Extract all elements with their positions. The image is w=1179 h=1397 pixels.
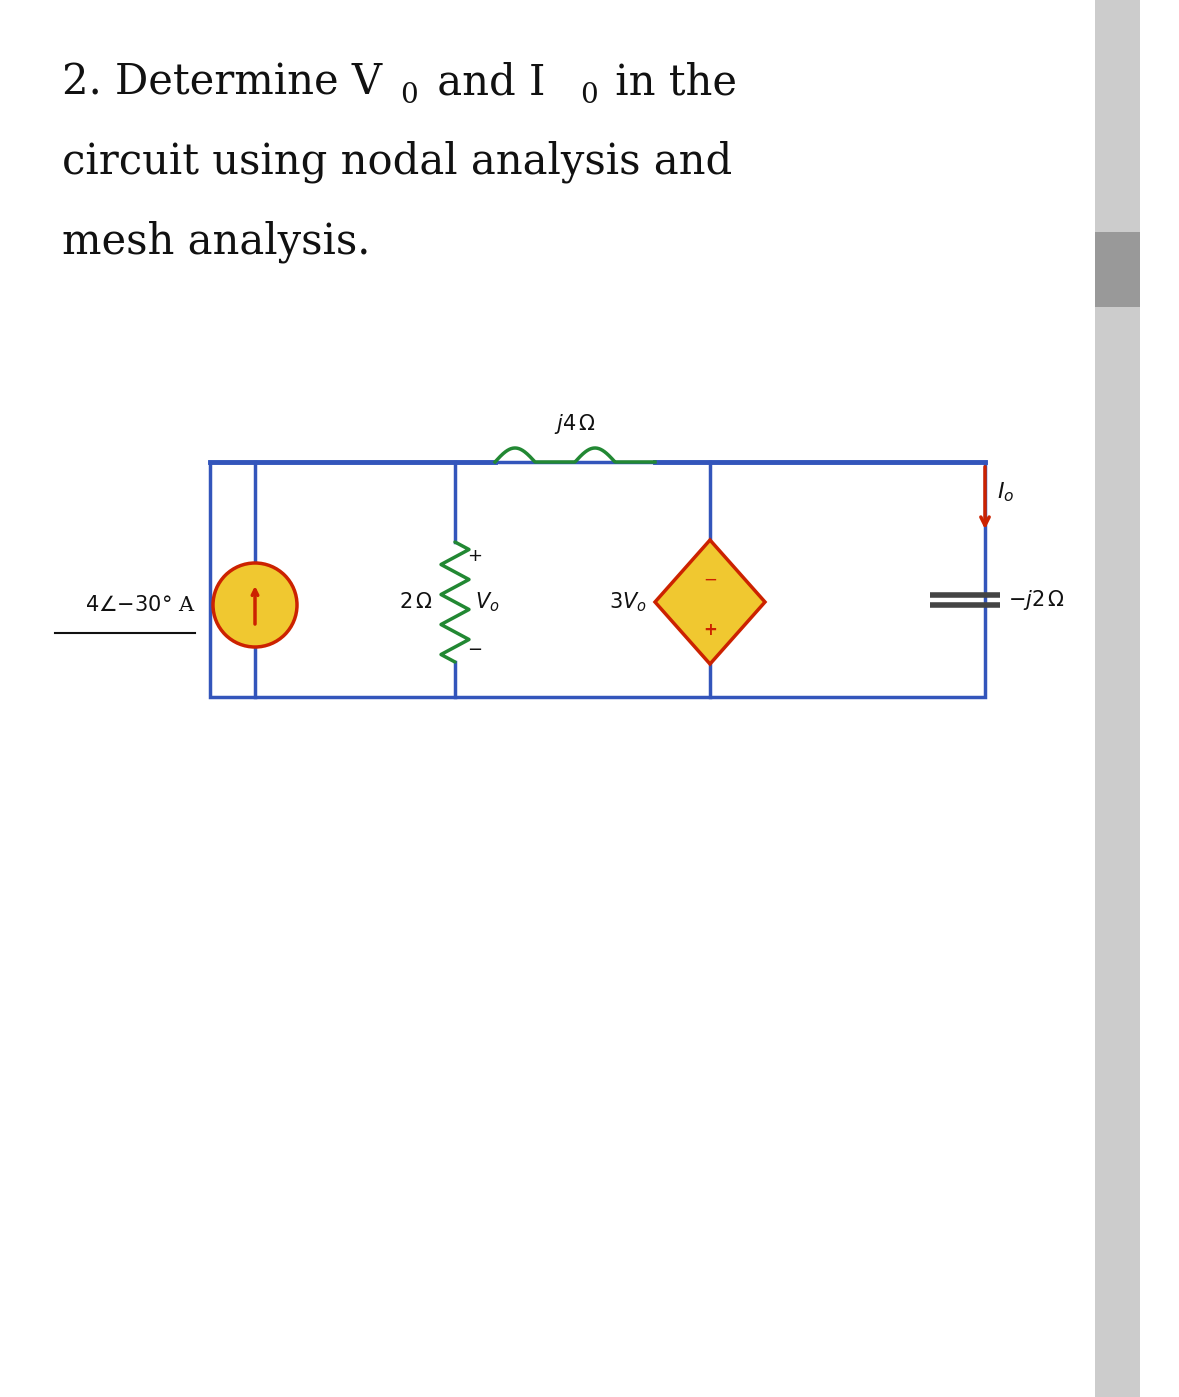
Text: mesh analysis.: mesh analysis.: [62, 221, 370, 263]
Bar: [1095, 0, 1140, 1397]
Bar: [210, 462, 984, 697]
Polygon shape: [656, 541, 765, 664]
Bar: [1095, 232, 1140, 307]
Circle shape: [213, 563, 297, 647]
Text: $-$: $-$: [703, 570, 717, 588]
Text: circuit using nodal analysis and: circuit using nodal analysis and: [62, 141, 732, 183]
Text: $j4\,\Omega$: $j4\,\Omega$: [554, 412, 595, 436]
Text: in the: in the: [602, 61, 737, 103]
Text: $4\angle{-30°}$ A: $4\angle{-30°}$ A: [85, 595, 195, 615]
Text: 2. Determine V: 2. Determine V: [62, 61, 382, 103]
Text: and I: and I: [424, 61, 546, 103]
Text: $V_o$: $V_o$: [475, 590, 500, 613]
Text: $2\,\Omega$: $2\,\Omega$: [400, 592, 433, 612]
Text: $-j2\,\Omega$: $-j2\,\Omega$: [1008, 588, 1065, 612]
Text: 0: 0: [580, 81, 598, 109]
Text: $-$: $-$: [467, 638, 482, 657]
Text: +: +: [467, 548, 482, 564]
Text: +: +: [703, 620, 717, 638]
Text: $3V_o$: $3V_o$: [610, 590, 647, 613]
Text: $I_o$: $I_o$: [997, 481, 1014, 504]
Text: 0: 0: [400, 81, 417, 109]
